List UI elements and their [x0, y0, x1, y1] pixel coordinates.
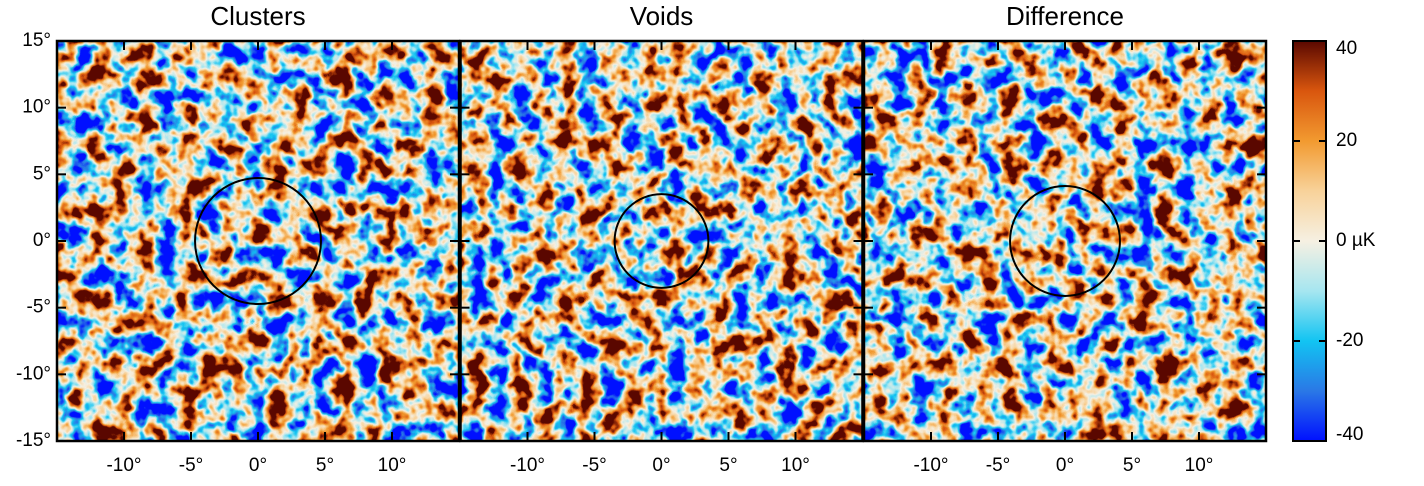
panel-title: Voids: [630, 1, 694, 31]
colorbar-tick-label: 20: [1336, 130, 1357, 151]
y-tick-label: 0°: [33, 230, 51, 251]
y-tick-label: 10°: [22, 97, 51, 118]
x-tick-label: 0°: [249, 455, 267, 476]
x-tick-label: -10°: [106, 455, 141, 476]
colorbar-tick-label: -20: [1336, 330, 1363, 351]
x-tick-label: -5°: [179, 455, 204, 476]
x-tick-label: 10°: [378, 455, 407, 476]
x-tick-label: 5°: [719, 455, 737, 476]
colorbar-tick-label: 0 µK: [1336, 230, 1376, 251]
circle: [194, 177, 322, 305]
y-tick-label: 5°: [33, 163, 51, 184]
colorbar-tick-label: 40: [1336, 38, 1357, 59]
circle: [1009, 185, 1121, 297]
x-tick-label: 0°: [652, 455, 670, 476]
panel-title: Difference: [1006, 1, 1124, 31]
panel-title: Clusters: [210, 1, 305, 31]
circle: [613, 193, 710, 289]
x-tick-label: -10°: [913, 455, 948, 476]
x-tick-label: -5°: [582, 455, 607, 476]
heatmap: [460, 41, 863, 441]
y-tick-label: -15°: [16, 430, 51, 451]
x-tick-label: -5°: [986, 455, 1011, 476]
heatmap: [864, 41, 1266, 441]
x-tick-label: 0°: [1056, 455, 1074, 476]
x-tick-label: 10°: [781, 455, 810, 476]
y-tick-label: 15°: [22, 30, 51, 51]
x-tick-label: 10°: [1185, 455, 1214, 476]
y-tick-label: -5°: [27, 297, 52, 318]
y-tick-label: -10°: [16, 363, 51, 384]
heatmap: [57, 41, 459, 441]
x-tick-label: -10°: [510, 455, 545, 476]
x-tick-label: 5°: [1123, 455, 1141, 476]
x-tick-label: 5°: [316, 455, 334, 476]
colorbar-tick-label: -40: [1336, 424, 1363, 445]
